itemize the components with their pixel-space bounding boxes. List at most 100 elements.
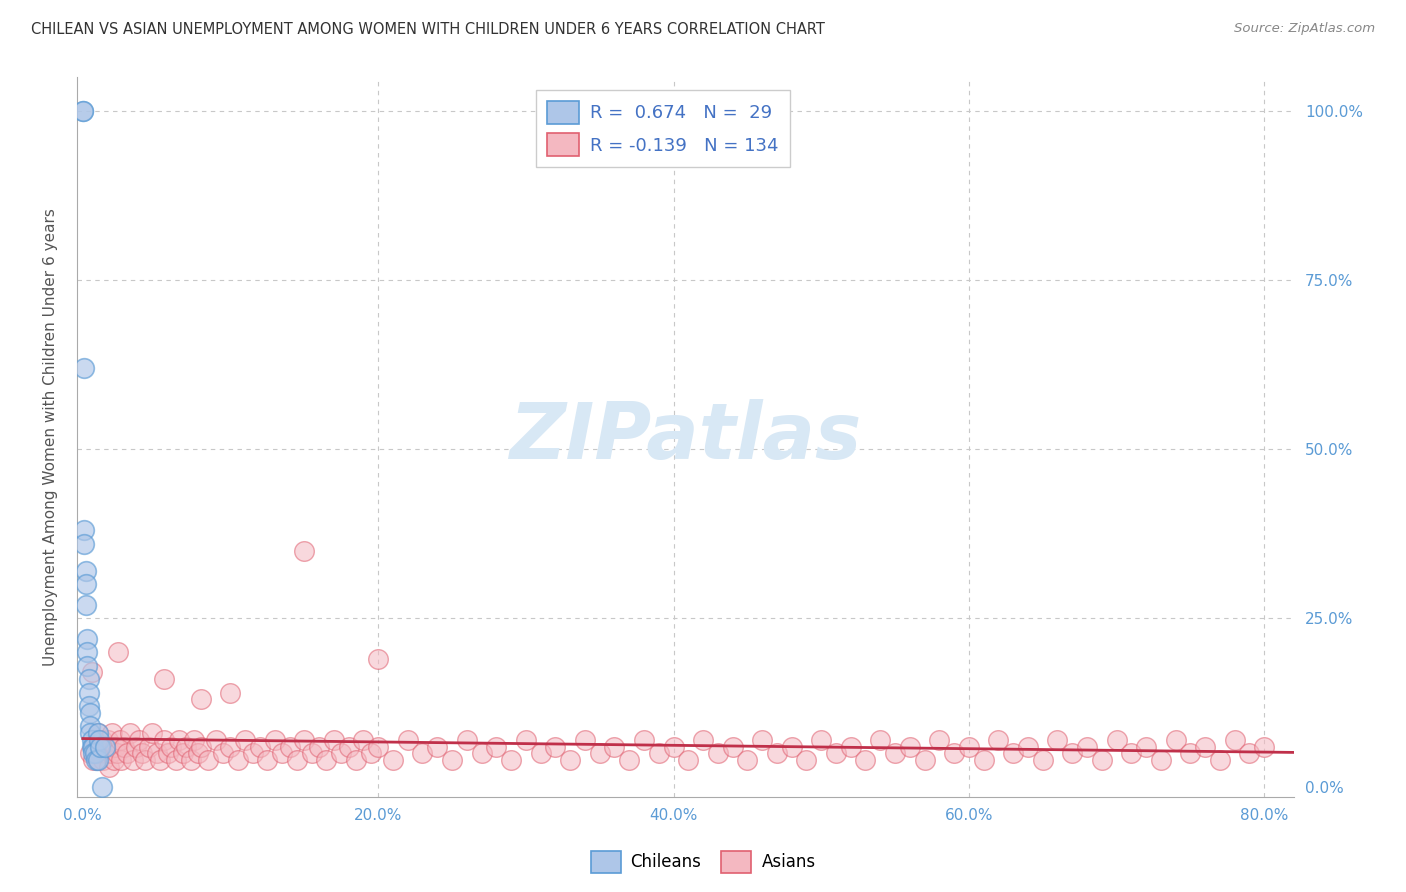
Point (153, 672, 176, 686)
Point (219, 685, 242, 699)
Point (76, 632, 98, 646)
Point (707, 747, 730, 761)
Point (86, 726, 108, 740)
Point (603, 739, 626, 754)
Point (174, 739, 197, 754)
Point (75, 564, 97, 578)
Point (751, 732, 773, 747)
Point (103, 753, 125, 767)
Text: ZIPatlas: ZIPatlas (509, 400, 862, 475)
Point (426, 739, 449, 754)
Point (987, 732, 1010, 747)
Point (1076, 739, 1098, 754)
Point (780, 739, 803, 754)
Point (77, 672, 100, 686)
Point (589, 747, 612, 761)
Point (1121, 747, 1143, 761)
Point (128, 732, 150, 747)
Point (1017, 739, 1039, 754)
Point (80, 665, 103, 680)
Point (104, 739, 127, 754)
Legend: Chileans, Asians: Chileans, Asians (583, 845, 823, 880)
Point (105, 747, 128, 761)
Point (308, 739, 330, 754)
Point (529, 747, 551, 761)
Point (574, 732, 596, 747)
Point (79, 706, 101, 720)
Point (84, 747, 107, 761)
Point (839, 739, 862, 754)
Point (165, 753, 187, 767)
Point (82, 753, 104, 767)
Point (1135, 739, 1157, 754)
Point (98, 760, 121, 774)
Point (204, 732, 226, 747)
Point (292, 732, 315, 747)
Point (76, 645, 98, 659)
Point (138, 739, 160, 754)
Point (131, 747, 153, 761)
Point (197, 753, 219, 767)
Point (75, 577, 97, 591)
Point (101, 726, 124, 740)
Point (973, 753, 995, 767)
Point (73, 524, 96, 538)
Point (285, 753, 308, 767)
Point (172, 747, 194, 761)
Point (796, 753, 818, 767)
Point (76, 658, 98, 673)
Point (810, 732, 832, 747)
Point (167, 732, 190, 747)
Point (1105, 732, 1128, 747)
Point (183, 732, 205, 747)
Point (648, 747, 671, 761)
Point (1223, 732, 1246, 747)
Point (112, 739, 135, 754)
Point (928, 732, 950, 747)
Point (499, 753, 522, 767)
Point (256, 753, 278, 767)
Point (190, 739, 212, 754)
Point (544, 739, 567, 754)
Point (134, 753, 156, 767)
Point (82, 739, 104, 754)
Point (125, 739, 148, 754)
Point (77, 685, 100, 699)
Point (456, 732, 478, 747)
Point (1091, 753, 1114, 767)
Point (242, 747, 264, 761)
Point (337, 739, 360, 754)
Point (145, 747, 167, 761)
Text: CHILEAN VS ASIAN UNEMPLOYMENT AMONG WOMEN WITH CHILDREN UNDER 6 YEARS CORRELATIO: CHILEAN VS ASIAN UNEMPLOYMENT AMONG WOME… (31, 22, 825, 37)
Point (79, 719, 101, 733)
Point (226, 753, 249, 767)
Point (898, 739, 921, 754)
Point (367, 652, 389, 666)
Point (1209, 753, 1232, 767)
Point (219, 739, 242, 754)
Point (187, 747, 209, 761)
Point (855, 753, 877, 767)
Point (737, 753, 759, 767)
Point (122, 753, 145, 767)
Point (79, 726, 101, 740)
Point (89, 739, 111, 754)
Point (884, 747, 907, 761)
Point (1002, 747, 1025, 761)
Point (94, 739, 117, 754)
Point (619, 753, 641, 767)
Point (87, 739, 110, 754)
Point (110, 753, 132, 767)
Point (344, 753, 367, 767)
Point (180, 753, 202, 767)
Point (322, 732, 344, 747)
Point (80, 739, 103, 754)
Point (77, 699, 100, 714)
Point (1164, 732, 1187, 747)
Point (115, 747, 138, 761)
Text: Source: ZipAtlas.com: Source: ZipAtlas.com (1234, 22, 1375, 36)
Point (72, 104, 94, 119)
Point (91, 732, 114, 747)
Point (80, 732, 103, 747)
Point (692, 732, 714, 747)
